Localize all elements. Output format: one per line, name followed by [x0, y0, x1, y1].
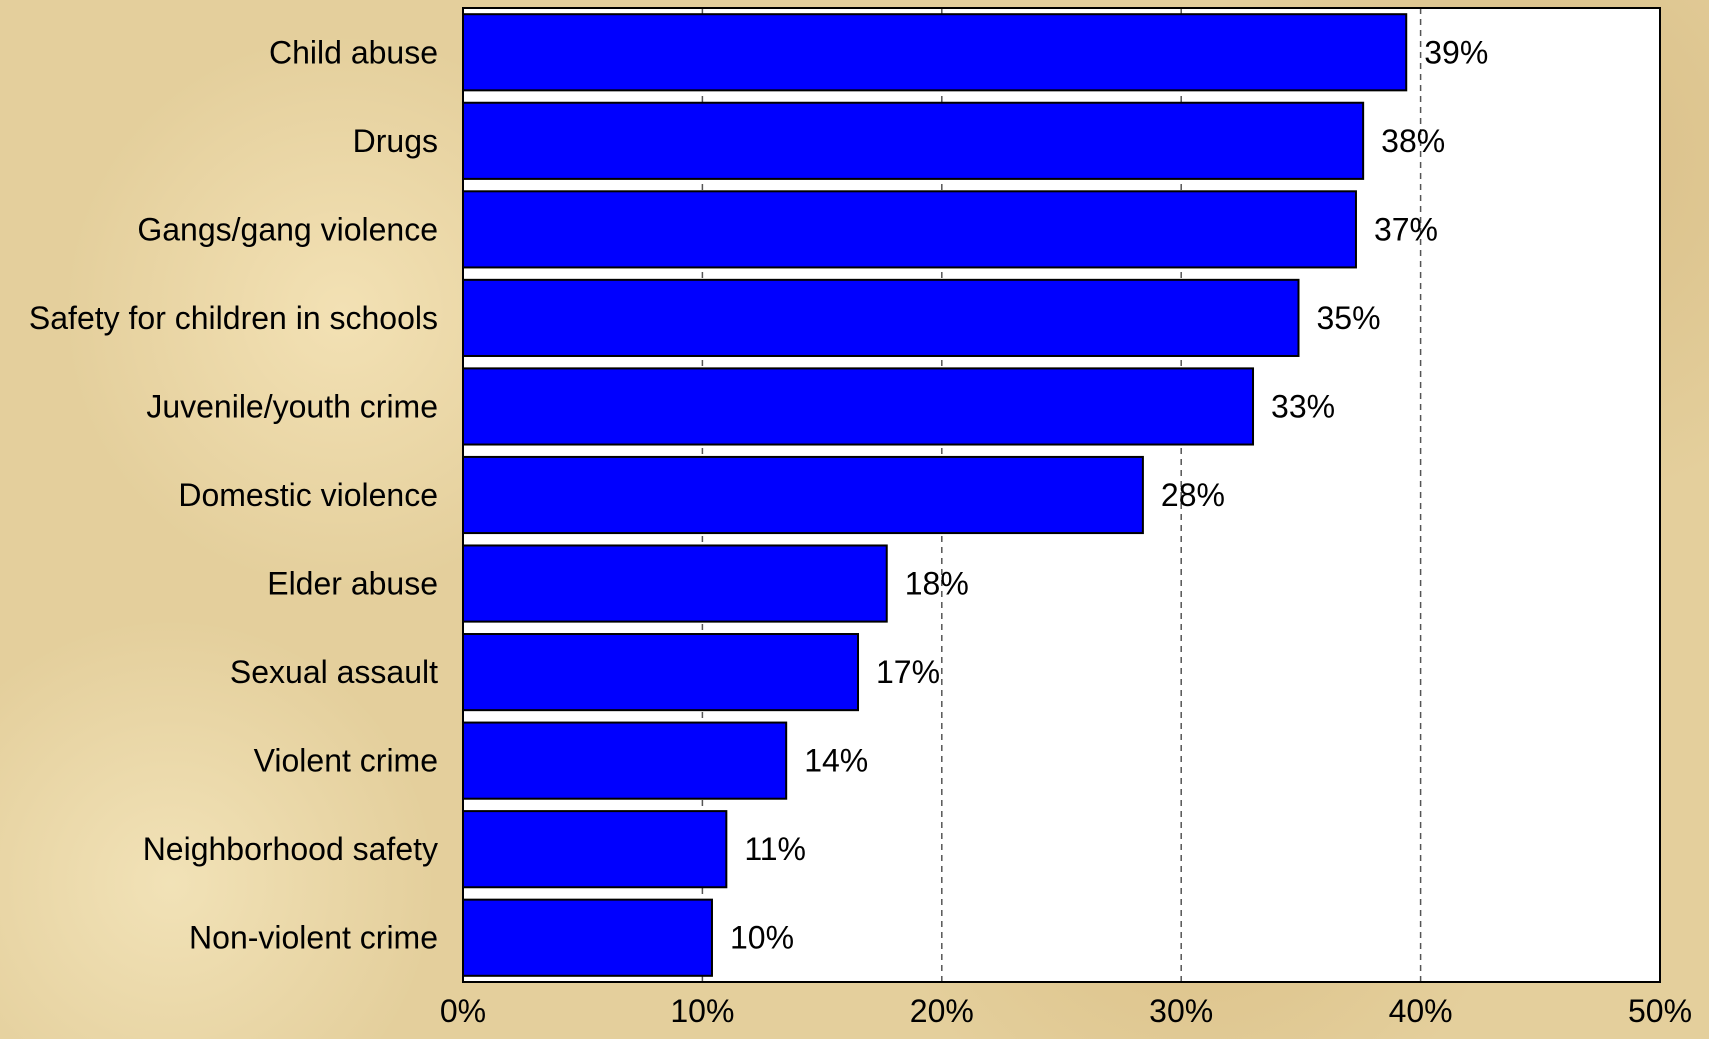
value-label: 37% [1374, 211, 1438, 247]
value-labels: 39% 38% 37% 35% 33% 28% 18% 17% 14% 11% 10% [730, 34, 1488, 955]
x-tick-label: 40% [1389, 993, 1453, 1029]
bar [462, 101, 1365, 180]
category-label: Sexual assault [230, 654, 438, 690]
value-label: 35% [1317, 300, 1381, 336]
category-labels: Child abuse Drugs Gangs/gang violence Safet… [29, 34, 438, 955]
value-label: 17% [876, 654, 940, 690]
bar [462, 367, 1255, 446]
x-tick-label: 30% [1149, 993, 1213, 1029]
bar [462, 810, 728, 889]
value-label: 28% [1161, 477, 1225, 513]
value-label: 10% [730, 920, 794, 956]
x-tick-label: 50% [1628, 993, 1692, 1029]
x-tick-label: 20% [910, 993, 974, 1029]
category-label: Elder abuse [267, 566, 438, 602]
value-label: 33% [1271, 388, 1335, 424]
x-tick-label: 10% [670, 993, 734, 1029]
value-label: 39% [1424, 34, 1488, 70]
category-label: Gangs/gang violence [137, 211, 438, 247]
plot-border [462, 7, 1661, 983]
bar [462, 190, 1357, 269]
category-label: Safety for children in schools [29, 300, 438, 336]
x-tick-label: 0% [440, 993, 486, 1029]
category-label: Drugs [353, 123, 438, 159]
value-label: 14% [804, 743, 868, 779]
category-label: Child abuse [269, 34, 438, 70]
bar [462, 721, 788, 800]
category-label: Non-violent crime [189, 920, 438, 956]
bar [462, 633, 860, 712]
bar [462, 898, 713, 977]
x-axis-ticks: 0% 10% 20% 30% 40% 50% [440, 993, 1692, 1029]
value-label: 11% [744, 831, 806, 867]
category-label: Juvenile/youth crime [146, 388, 438, 424]
bars [462, 13, 1408, 977]
category-label: Domestic violence [178, 477, 438, 513]
value-label: 38% [1381, 123, 1445, 159]
bar [462, 544, 888, 623]
bar [462, 455, 1144, 535]
bar [462, 278, 1300, 357]
category-label: Neighborhood safety [143, 831, 438, 867]
category-label: Violent crime [254, 743, 438, 779]
bar [462, 13, 1408, 92]
value-label: 18% [905, 566, 969, 602]
